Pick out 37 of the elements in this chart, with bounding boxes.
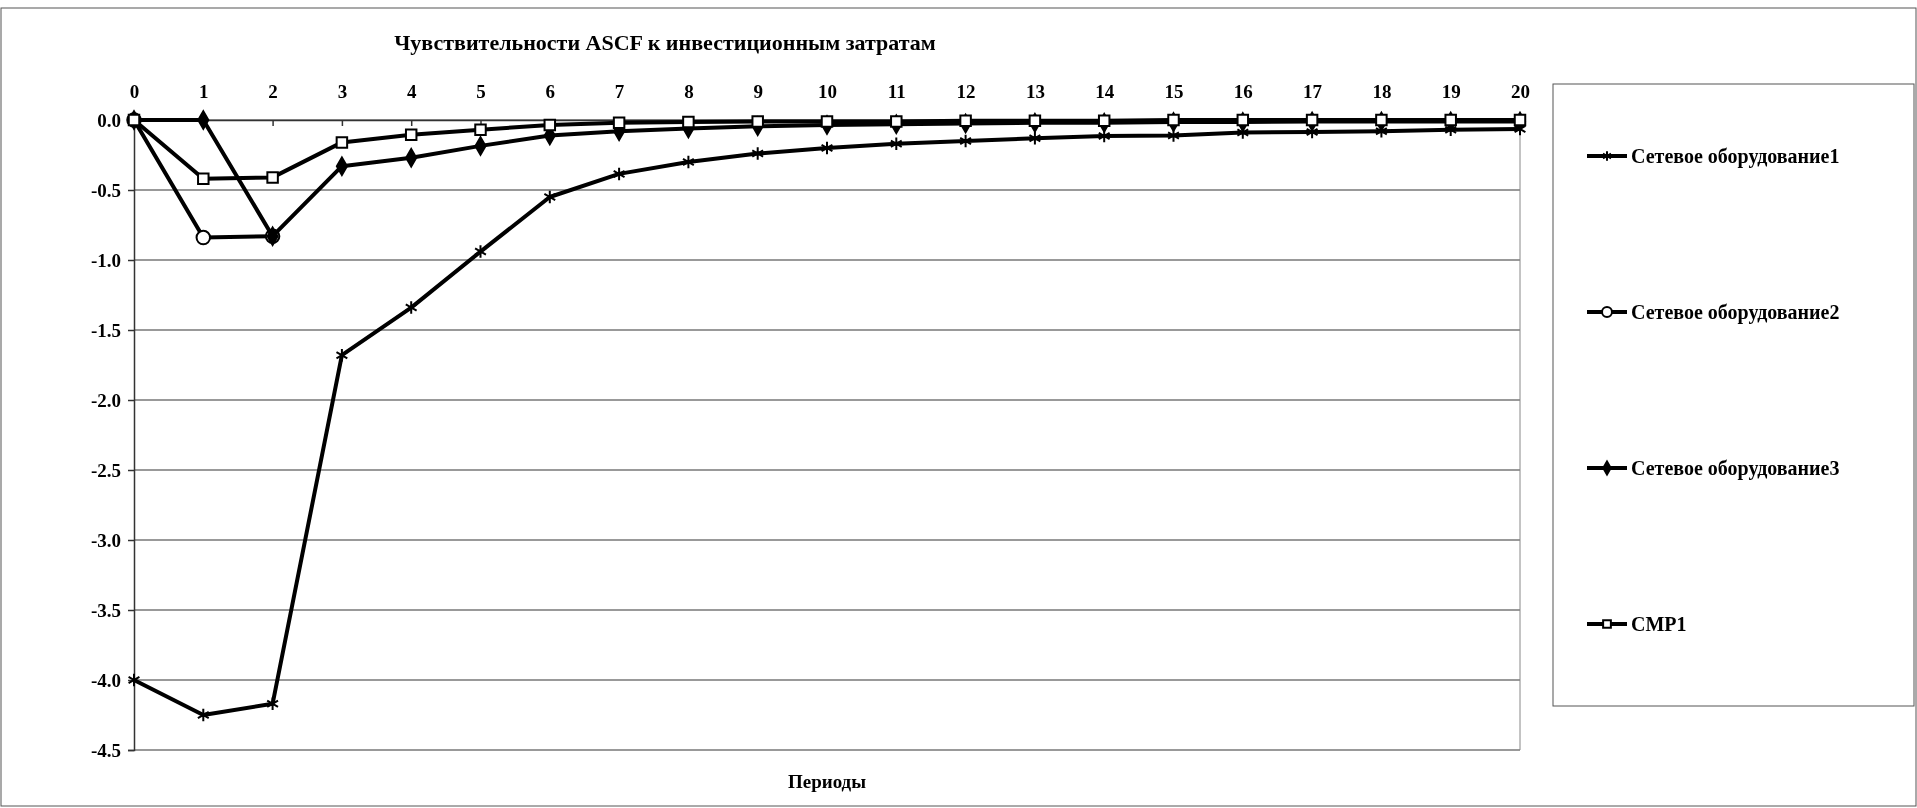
y-tick-label: -4.0 — [90, 669, 121, 691]
y-tick-label: -4.5 — [90, 739, 121, 761]
x-tick-label: 20 — [1511, 81, 1530, 102]
x-axis-title: Периоды — [787, 771, 867, 792]
y-tick-label: -2.5 — [90, 459, 121, 481]
x-tick-label: 9 — [753, 81, 763, 102]
x-tick-label: 7 — [614, 81, 625, 102]
y-tick-label: -1.0 — [90, 249, 121, 271]
x-tick-label: 19 — [1441, 81, 1461, 102]
x-tick-label: 2 — [268, 81, 278, 102]
x-tick-label: 8 — [684, 81, 694, 102]
y-tick-label: -3.5 — [90, 599, 121, 621]
x-tick-label: 15 — [1164, 81, 1184, 102]
x-tick-label: 0 — [129, 81, 140, 102]
x-tick-label: 16 — [1233, 81, 1253, 102]
x-tick-label: 11 — [887, 81, 906, 102]
x-tick-label: 14 — [1095, 81, 1115, 102]
x-tick-label: 3 — [337, 81, 348, 102]
x-tick-label: 1 — [199, 81, 209, 102]
y-tick-label: -0.5 — [90, 179, 121, 201]
x-tick-label: 6 — [545, 81, 556, 102]
legend-label: Сетевое оборудование1 — [1631, 145, 1840, 168]
y-tick-label: 0.0 — [97, 109, 121, 131]
x-tick-label: 5 — [476, 81, 486, 102]
y-tick-label: -3.0 — [90, 529, 121, 551]
legend-label: Сетевое оборудование3 — [1631, 457, 1840, 480]
y-tick-label: -2.0 — [90, 389, 121, 411]
chart-title: Чувствительности ASCF к инвестиционным затратам — [394, 30, 936, 55]
legend-label: Сетевое оборудование2 — [1631, 301, 1840, 324]
y-tick-label: -1.5 — [90, 319, 121, 341]
x-tick-label: 18 — [1372, 81, 1392, 102]
legend-label: CMP1 — [1631, 613, 1687, 635]
x-tick-label: 12 — [956, 81, 976, 102]
x-tick-label: 10 — [818, 81, 837, 102]
x-tick-label: 13 — [1025, 81, 1045, 102]
x-tick-label: 4 — [406, 81, 417, 102]
x-tick-label: 17 — [1303, 81, 1323, 102]
